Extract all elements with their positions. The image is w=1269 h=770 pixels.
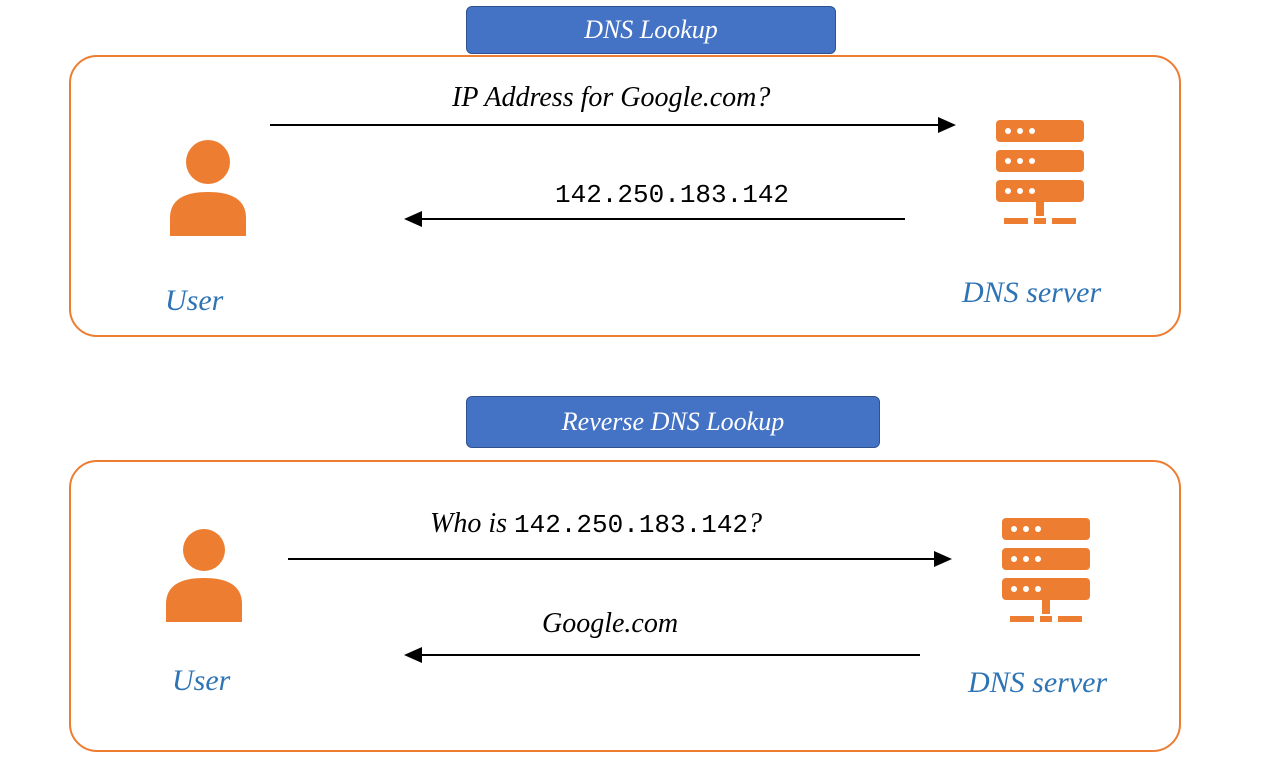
response-text: 142.250.183.142 [555, 178, 789, 210]
user-icon [162, 138, 254, 236]
request-arrow-line-2 [288, 558, 936, 560]
request-arrow-head [938, 117, 956, 133]
server-icon [998, 516, 1094, 626]
request-arrow-line [270, 124, 940, 126]
response-arrow-head [404, 211, 422, 227]
dns-server-label-2: DNS server [968, 666, 1107, 700]
dns-lookup-title: DNS Lookup [584, 15, 718, 45]
dns-server-label: DNS server [962, 276, 1101, 310]
reverse-dns-header: Reverse DNS Lookup [466, 396, 880, 448]
response-arrow-head-2 [404, 647, 422, 663]
server-icon [992, 118, 1088, 228]
user-icon [158, 528, 250, 622]
request-text-2: Who is 142.250.183.142? [430, 508, 762, 540]
dns-lookup-header: DNS Lookup [466, 6, 836, 54]
user-label-2: User [172, 664, 230, 698]
response-arrow-line-2 [420, 654, 920, 656]
user-label: User [165, 284, 223, 318]
request-arrow-head-2 [934, 551, 952, 567]
request-text: IP Address for Google.com? [452, 82, 770, 114]
response-text-2: Google.com [542, 608, 678, 640]
reverse-dns-title: Reverse DNS Lookup [562, 407, 784, 437]
response-arrow-line [420, 218, 905, 220]
